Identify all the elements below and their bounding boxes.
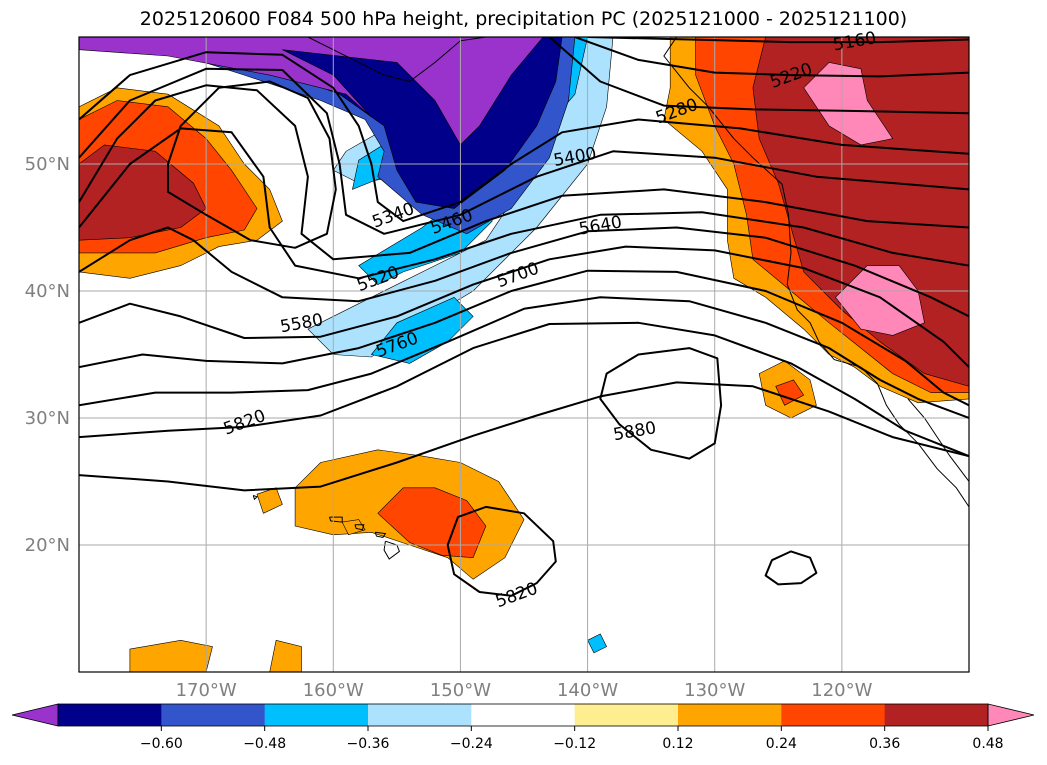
lon-tick-label: 130°W: [684, 680, 745, 701]
precip-hawaii-0.36: [377, 487, 487, 559]
colorbar-segment: [264, 704, 369, 726]
colorbar-segment: [161, 704, 266, 726]
lon-tick-label: 150°W: [430, 680, 491, 701]
precip-great-basin-0.60: [835, 265, 925, 336]
contour-5520: [79, 127, 969, 280]
colorbar-tick-label: 0.36: [869, 736, 900, 752]
colorbar-tick-label: −0.24: [450, 736, 493, 752]
map-frame: [78, 36, 970, 673]
coastline-5: [374, 531, 387, 538]
contour-5340: [79, 51, 969, 223]
lat-tick-label: 40°N: [25, 281, 70, 302]
coastline-2: [907, 398, 969, 482]
colorbar-segment: [471, 704, 576, 726]
contour-label: 5700: [494, 259, 541, 293]
precip-hawaii-west-0.24: [341, 519, 366, 536]
coastline-0: [663, 37, 969, 508]
colorbar-segment: [884, 704, 989, 726]
precip-socal-offshore-0.36: [775, 379, 805, 406]
coastline-6: [383, 540, 401, 560]
coastline-3: [329, 516, 343, 523]
precip-hawaii-nw-0.24: [256, 487, 283, 514]
coastline-4: [354, 524, 365, 531]
map-area: [79, 37, 969, 672]
contour-5220: [574, 37, 969, 78]
colorbar-frame: [57, 703, 989, 727]
lat-tick-label: 50°N: [25, 154, 70, 175]
contour-5400: [79, 67, 969, 235]
contour-5880: [599, 347, 723, 460]
colorbar-segment: [781, 704, 886, 726]
contour-label: 5820: [493, 579, 540, 613]
precip-neg-jet-band: [370, 296, 474, 364]
lon-tick-label: 140°W: [557, 680, 618, 701]
axis-labels: 170°W 160°W 150°W 140°W 130°W 120°W 20°N 30°N 40…: [25, 154, 873, 701]
colorbar-tick-label: 0.24: [766, 736, 797, 752]
colorbar-segment: [678, 704, 782, 726]
contour-small-loop: [764, 550, 818, 586]
lon-tick-label: 120°W: [811, 680, 872, 701]
lat-tick-label: 20°N: [25, 535, 70, 556]
contour-5760: [79, 296, 969, 419]
coastline-7: [252, 495, 258, 501]
contour-5820-hawaii: [446, 505, 557, 597]
contour-5640: [79, 245, 969, 368]
precip-south-blob-1: [129, 639, 213, 672]
precip-bc-0.60: [803, 62, 894, 146]
colorbar-tick-label: −0.12: [553, 736, 596, 752]
precip-neg-0.60: [79, 37, 544, 146]
colorbar-segment: [574, 704, 679, 726]
colorbar: −0.60 −0.48 −0.36 −0.24 −0.12 0.12 0.24 0.36 0.4…: [11, 703, 1035, 752]
colorbar-tick-label: −0.48: [243, 736, 286, 752]
colorbar-segment: [368, 704, 472, 726]
contour-5820: [79, 321, 969, 458]
contour-5460-loop: [167, 80, 337, 249]
colorbar-tick-label: −0.36: [347, 736, 390, 752]
lat-tick-label: 30°N: [25, 408, 70, 429]
lon-tick-label: 170°W: [176, 680, 237, 701]
height-contours: [79, 37, 969, 597]
contour-label: 5820: [221, 406, 268, 440]
contour-5820-far: [79, 381, 969, 492]
lon-tick-label: 160°W: [303, 680, 364, 701]
contour-5160: [587, 37, 969, 44]
contour-5280: [548, 37, 969, 115]
precip-south-blob-2: [269, 639, 302, 672]
contour-5460: [79, 84, 969, 261]
colorbar-segment: [58, 704, 162, 726]
colorbar-tick-label: 0.12: [662, 736, 693, 752]
precip-neg-small-1: [587, 633, 608, 654]
chart-title: 2025120600 F084 500 hPa height, precipit…: [139, 8, 908, 30]
colorbar-extend-min: [11, 703, 59, 727]
colorbar-extend-max: [987, 703, 1035, 727]
colorbar-tick-label: −0.60: [140, 736, 183, 752]
colorbar-tick-label: 0.48: [972, 736, 1003, 752]
contour-5580: [79, 226, 969, 318]
contour-5700: [79, 269, 969, 407]
